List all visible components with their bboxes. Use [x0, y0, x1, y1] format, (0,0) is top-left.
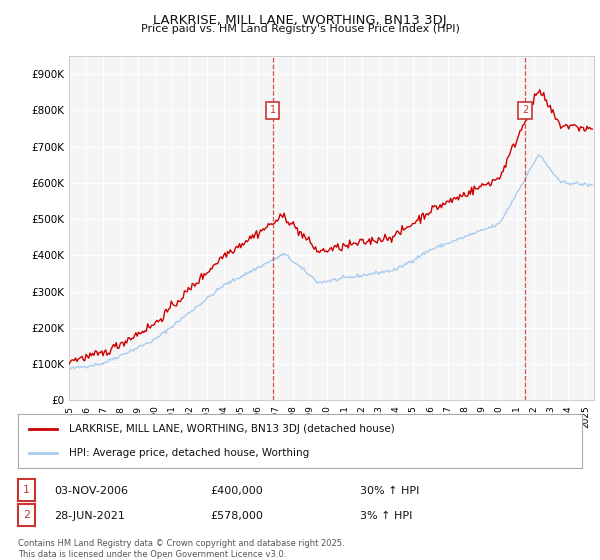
Text: 1: 1	[270, 105, 276, 115]
Text: 2: 2	[23, 510, 30, 520]
Text: 03-NOV-2006: 03-NOV-2006	[54, 486, 128, 496]
Text: HPI: Average price, detached house, Worthing: HPI: Average price, detached house, Wort…	[69, 447, 309, 458]
Text: LARKRISE, MILL LANE, WORTHING, BN13 3DJ: LARKRISE, MILL LANE, WORTHING, BN13 3DJ	[153, 14, 447, 27]
Text: LARKRISE, MILL LANE, WORTHING, BN13 3DJ (detached house): LARKRISE, MILL LANE, WORTHING, BN13 3DJ …	[69, 424, 395, 435]
Text: 2: 2	[522, 105, 528, 115]
Text: 30% ↑ HPI: 30% ↑ HPI	[360, 486, 419, 496]
Text: 28-JUN-2021: 28-JUN-2021	[54, 511, 125, 521]
Text: Price paid vs. HM Land Registry's House Price Index (HPI): Price paid vs. HM Land Registry's House …	[140, 24, 460, 34]
Text: £400,000: £400,000	[210, 486, 263, 496]
Text: Contains HM Land Registry data © Crown copyright and database right 2025.
This d: Contains HM Land Registry data © Crown c…	[18, 539, 344, 559]
Text: 1: 1	[23, 485, 30, 495]
Text: 3% ↑ HPI: 3% ↑ HPI	[360, 511, 412, 521]
Text: £578,000: £578,000	[210, 511, 263, 521]
